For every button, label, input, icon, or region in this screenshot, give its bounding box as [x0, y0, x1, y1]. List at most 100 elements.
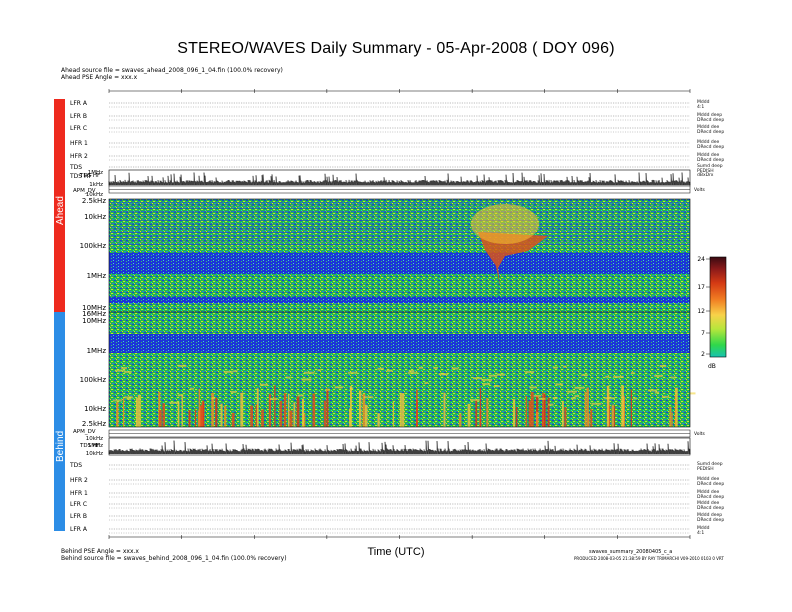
- behind-burst-spike: [293, 402, 296, 427]
- spectrogram-speckle: [612, 375, 624, 378]
- behind-burst-spike: [359, 390, 362, 427]
- spectrogram-speckle: [574, 395, 580, 398]
- behind-frequency-label: 10kHz: [84, 405, 106, 413]
- ahead-tds-hf-panel-trace: [108, 172, 691, 186]
- spectrogram-stripe: [109, 214, 690, 215]
- behind-burst-spike: [202, 400, 205, 427]
- ahead-row-label: LFR C: [70, 125, 88, 132]
- ahead-panel-label: TDS HF: [79, 173, 100, 179]
- behind-burst-spike: [220, 403, 223, 427]
- behind-panel-label: APM_DV: [73, 429, 96, 435]
- ahead-row-unit: Mddd: [697, 100, 710, 105]
- behind-row-label: LFR A: [70, 526, 87, 533]
- spectrogram-speckle: [377, 367, 384, 370]
- spectrogram-speckle: [689, 392, 696, 395]
- spectrogram-speckle: [178, 364, 187, 367]
- ahead-source-info: Ahead source file = swaves_ahead_2008_09…: [61, 67, 283, 74]
- ahead-row-label: LFR A: [70, 100, 87, 107]
- ahead-row-label: HFR 2: [70, 153, 88, 160]
- behind-burst-spike: [279, 401, 283, 427]
- behind-burst-spike: [525, 396, 527, 427]
- behind-row-unit: Mddd deep: [697, 513, 723, 518]
- behind-source-info: Behind source file = swaves_behind_2008_…: [61, 555, 287, 562]
- radio-burst-halo: [471, 204, 539, 244]
- behind-burst-spike: [392, 401, 394, 427]
- spectrogram-stripe: [109, 217, 690, 218]
- spectrogram-body: [109, 199, 690, 427]
- behind-burst-spike: [675, 387, 678, 427]
- spectrogram-speckle: [286, 376, 291, 379]
- spectrogram-speckle: [334, 386, 344, 389]
- behind-row-unit-secondary: DRecd deep: [697, 518, 725, 523]
- behind-frequency-label: 2.5kHz: [82, 420, 106, 428]
- spectrogram-stripe: [109, 220, 690, 221]
- behind-burst-spike: [274, 385, 276, 427]
- spectrogram-stripe: [109, 235, 690, 236]
- behind-burst-spike: [459, 413, 462, 427]
- behind-burst-spike: [564, 407, 567, 427]
- colorbar-tick-label: 2: [701, 351, 705, 358]
- spectrogram-speckle: [529, 386, 537, 389]
- spectrogram-speckle: [555, 383, 563, 386]
- spectrogram-band: [109, 297, 690, 303]
- behind-panel-label: 10kHz: [86, 436, 103, 442]
- behind-burst-spike: [475, 400, 478, 427]
- spectrogram-speckle: [386, 369, 393, 372]
- ahead-row-unit-secondary: DRecd deep: [697, 145, 725, 150]
- spectrogram-stripe: [109, 205, 690, 206]
- behind-burst-spike: [181, 394, 183, 427]
- ahead-panel-label: APM_DV: [73, 188, 96, 194]
- spectrogram-stripe: [109, 211, 690, 212]
- spectrogram-speckle: [497, 373, 505, 376]
- behind-burst-spike: [536, 395, 539, 427]
- ahead-row-unit-secondary: DRecd deep: [697, 130, 725, 135]
- behind-burst-spike: [116, 401, 119, 427]
- spectrogram-speckle: [126, 397, 132, 400]
- behind-burst-spike: [377, 413, 380, 427]
- spectrogram-stripe: [109, 202, 690, 203]
- spectrogram-speckle: [433, 366, 438, 369]
- behind-panel-label: 10kHz: [86, 451, 103, 457]
- product-file-name: swaves_summary_20080405_c_a: [589, 549, 673, 555]
- ahead-row-label: HFR 1: [70, 140, 88, 147]
- spectrogram-speckle: [488, 374, 498, 377]
- behind-burst-spike: [544, 394, 546, 427]
- spectrogram-frame: [108, 198, 691, 428]
- ahead-frequency-label: 10kHz: [84, 213, 106, 221]
- behind-burst-spike: [158, 391, 161, 427]
- colorbar-tick-label: 12: [697, 308, 705, 315]
- colorbar-tick-label: 24: [697, 256, 705, 263]
- behind-row-label: LFR C: [70, 501, 88, 508]
- spectrogram-speckle: [347, 371, 358, 374]
- spectrogram-speckle: [408, 370, 415, 372]
- spectrogram-speckle: [538, 397, 546, 400]
- spectrogram-speckle: [654, 391, 659, 394]
- spectrogram-speckle: [659, 364, 667, 367]
- spectrogram-speckle: [451, 367, 459, 370]
- ahead-row-unit: Mddd dee: [697, 140, 720, 145]
- spectrogram-stripe: [109, 241, 690, 242]
- ahead-row-unit: Mddd dee: [697, 125, 720, 130]
- spectrogram-speckle: [223, 370, 233, 373]
- spectrogram-stripe: [109, 223, 690, 224]
- spectrogram-speckle: [297, 394, 304, 397]
- behind-row-unit-secondary: 4:1: [697, 531, 705, 536]
- behind-panel-label: TDS HF: [79, 443, 100, 449]
- behind-row-unit: Mddd dee: [697, 477, 720, 482]
- spectrogram-speckle: [317, 369, 321, 372]
- behind-pse-angle: Behind PSE Angle = xxx.x: [61, 548, 139, 555]
- spectrogram-stripe: [109, 238, 690, 239]
- behind-row-unit: Sumd deep: [697, 462, 723, 467]
- spectrogram-speckle: [169, 401, 179, 404]
- ahead-row-label: TDS: [70, 164, 83, 171]
- ahead-row-unit-secondary: PEDISH: [697, 169, 714, 174]
- spectrogram-speckle: [630, 372, 635, 375]
- behind-row-unit-secondary: DRecd deep: [697, 495, 725, 500]
- behind-burst-spike: [255, 404, 258, 427]
- spectrogram-speckle: [115, 369, 126, 372]
- spectrogram-speckle: [233, 370, 238, 373]
- spectrogram-speckle: [438, 373, 445, 376]
- spectrogram-speckle: [442, 373, 449, 376]
- spectrogram-stripe: [109, 232, 690, 233]
